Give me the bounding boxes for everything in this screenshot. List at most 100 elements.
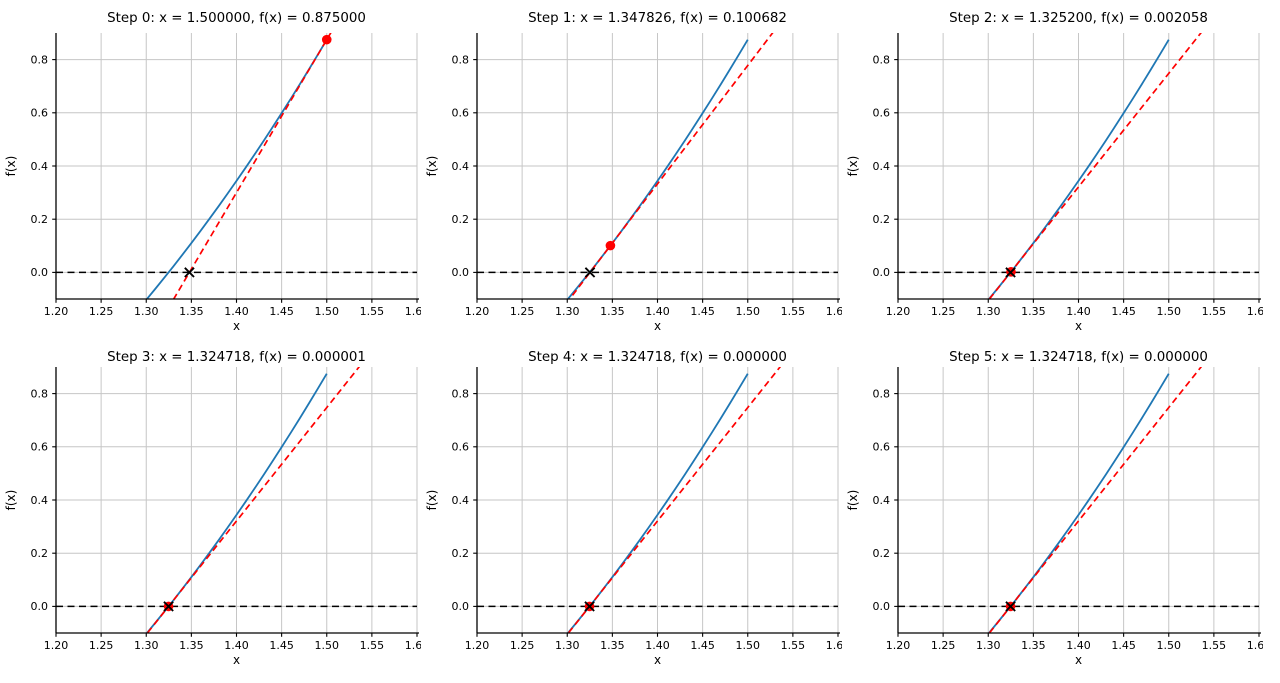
x-tick-label: 1.30 xyxy=(976,305,1001,318)
x-tick-label: 1.45 xyxy=(690,639,715,652)
tick-marks xyxy=(52,393,418,637)
subplot-step-2: Step 2: x = 1.325200, f(x) = 0.002058 1.… xyxy=(842,0,1263,341)
x-tick-label: 1.30 xyxy=(555,305,580,318)
y-tick-label: 0.4 xyxy=(873,494,891,507)
x-tick-label: 1.25 xyxy=(89,639,114,652)
x-tick-label: 1.55 xyxy=(1202,305,1227,318)
tick-labels: 1.20 1.25 1.30 1.35 1.40 1.45 1.50 1.55 1.60 0.0 0… xyxy=(452,387,843,652)
x-tick-label: 1.60 xyxy=(405,305,421,318)
y-tick-label: 0.6 xyxy=(31,107,49,120)
y-tick-label: 0.2 xyxy=(452,547,470,560)
y-tick-label: 0.0 xyxy=(31,600,49,613)
subplot-canvas-step-4: 1.20 1.25 1.30 1.35 1.40 1.45 1.50 1.55 1.60 0.0 0… xyxy=(425,367,843,667)
y-tick-label: 0.2 xyxy=(873,213,891,226)
tangent-line xyxy=(146,367,361,633)
x-tick-label: 1.40 xyxy=(224,639,249,652)
x-tick-label: 1.30 xyxy=(134,639,159,652)
x-tick-label: 1.25 xyxy=(931,305,956,318)
subplot-canvas-step-1: 1.20 1.25 1.30 1.35 1.40 1.45 1.50 1.55 1.60 0.0 0… xyxy=(425,33,843,333)
x-axis-label: x xyxy=(233,653,240,667)
x-tick-label: 1.20 xyxy=(44,639,69,652)
x-tick-label: 1.40 xyxy=(645,305,670,318)
y-tick-label: 0.4 xyxy=(452,494,470,507)
y-axis-label: f(x) xyxy=(846,490,860,511)
tick-labels: 1.20 1.25 1.30 1.35 1.40 1.45 1.50 1.55 1.60 0.0 0… xyxy=(873,53,1264,318)
x-tick-label: 1.60 xyxy=(405,639,421,652)
tick-marks xyxy=(894,393,1260,637)
x-tick-label: 1.60 xyxy=(826,639,842,652)
y-tick-label: 0.6 xyxy=(452,441,470,454)
x-tick-label: 1.55 xyxy=(1202,639,1227,652)
x-tick-label: 1.40 xyxy=(224,305,249,318)
grid xyxy=(897,367,1260,633)
y-tick-label: 0.4 xyxy=(31,160,49,173)
x-tick-label: 1.55 xyxy=(360,639,385,652)
y-tick-label: 0.8 xyxy=(873,387,891,400)
tick-marks xyxy=(473,59,839,303)
x-tick-label: 1.35 xyxy=(600,639,625,652)
x-tick-label: 1.45 xyxy=(269,639,294,652)
x-axis-label: x xyxy=(233,319,240,333)
x-tick-label: 1.50 xyxy=(1157,639,1182,652)
x-tick-label: 1.45 xyxy=(1111,639,1136,652)
x-axis-label: x xyxy=(654,319,661,333)
y-tick-label: 0.6 xyxy=(452,107,470,120)
x-tick-label: 1.20 xyxy=(465,305,490,318)
tick-marks xyxy=(894,59,1260,303)
y-tick-label: 0.8 xyxy=(452,53,470,66)
y-tick-label: 0.2 xyxy=(873,547,891,560)
grid xyxy=(897,33,1260,299)
x-tick-label: 1.60 xyxy=(826,305,842,318)
subplot-canvas-step-2: 1.20 1.25 1.30 1.35 1.40 1.45 1.50 1.55 1.60 0.0 0… xyxy=(846,33,1264,333)
y-tick-label: 0.4 xyxy=(452,160,470,173)
subplot-title: Step 4: x = 1.324718, f(x) = 0.000000 xyxy=(528,350,787,365)
y-axis-label: f(x) xyxy=(4,156,18,177)
grid xyxy=(476,33,839,299)
next-x-marker xyxy=(584,601,595,612)
grid xyxy=(476,367,839,633)
y-tick-label: 0.8 xyxy=(452,387,470,400)
x-tick-label: 1.45 xyxy=(269,305,294,318)
x-tick-label: 1.20 xyxy=(886,639,911,652)
y-tick-label: 0.0 xyxy=(873,600,891,613)
x-tick-label: 1.35 xyxy=(1021,639,1046,652)
subplot-title: Step 2: x = 1.325200, f(x) = 0.002058 xyxy=(949,11,1208,26)
y-tick-label: 0.6 xyxy=(873,107,891,120)
tick-labels: 1.20 1.25 1.30 1.35 1.40 1.45 1.50 1.55 1.60 0.0 0… xyxy=(452,53,843,318)
x-tick-label: 1.55 xyxy=(781,305,806,318)
y-tick-label: 0.4 xyxy=(873,160,891,173)
next-x-marker xyxy=(1005,601,1016,612)
tangent-line xyxy=(988,367,1203,633)
y-axis-label: f(x) xyxy=(4,490,18,511)
subplot-step-3: Step 3: x = 1.324718, f(x) = 0.000001 1.… xyxy=(0,341,421,683)
x-tick-label: 1.35 xyxy=(600,305,625,318)
x-tick-label: 1.30 xyxy=(976,639,1001,652)
tangent-line xyxy=(988,33,1202,299)
tick-marks xyxy=(52,59,418,303)
x-tick-label: 1.45 xyxy=(690,305,715,318)
subplot-canvas-step-3: 1.20 1.25 1.30 1.35 1.40 1.45 1.50 1.55 1.60 0.0 0… xyxy=(4,367,421,667)
subplot-canvas-step-0: 1.20 1.25 1.30 1.35 1.40 1.45 1.50 1.55 1.60 0.0 0… xyxy=(4,33,421,333)
y-tick-label: 0.2 xyxy=(31,213,49,226)
y-tick-label: 0.2 xyxy=(31,547,49,560)
current-point-marker xyxy=(321,34,332,45)
grid xyxy=(55,33,418,299)
x-tick-label: 1.50 xyxy=(736,639,761,652)
x-tick-label: 1.20 xyxy=(886,305,911,318)
y-tick-label: 0.8 xyxy=(873,53,891,66)
y-tick-label: 0.0 xyxy=(452,600,470,613)
x-tick-label: 1.25 xyxy=(510,639,535,652)
x-tick-label: 1.60 xyxy=(1247,305,1263,318)
y-tick-label: 0.2 xyxy=(452,213,470,226)
y-tick-label: 0.0 xyxy=(452,266,470,279)
y-tick-label: 0.0 xyxy=(873,266,891,279)
next-x-marker xyxy=(584,267,596,278)
x-tick-label: 1.35 xyxy=(179,639,204,652)
x-tick-label: 1.50 xyxy=(1157,305,1182,318)
tick-labels: 1.20 1.25 1.30 1.35 1.40 1.45 1.50 1.55 1.60 0.0 0… xyxy=(873,387,1264,652)
x-tick-label: 1.25 xyxy=(89,305,114,318)
x-tick-label: 1.50 xyxy=(736,305,761,318)
y-axis-label: f(x) xyxy=(425,490,439,511)
next-x-marker xyxy=(163,601,174,612)
tangent-line xyxy=(568,33,774,299)
